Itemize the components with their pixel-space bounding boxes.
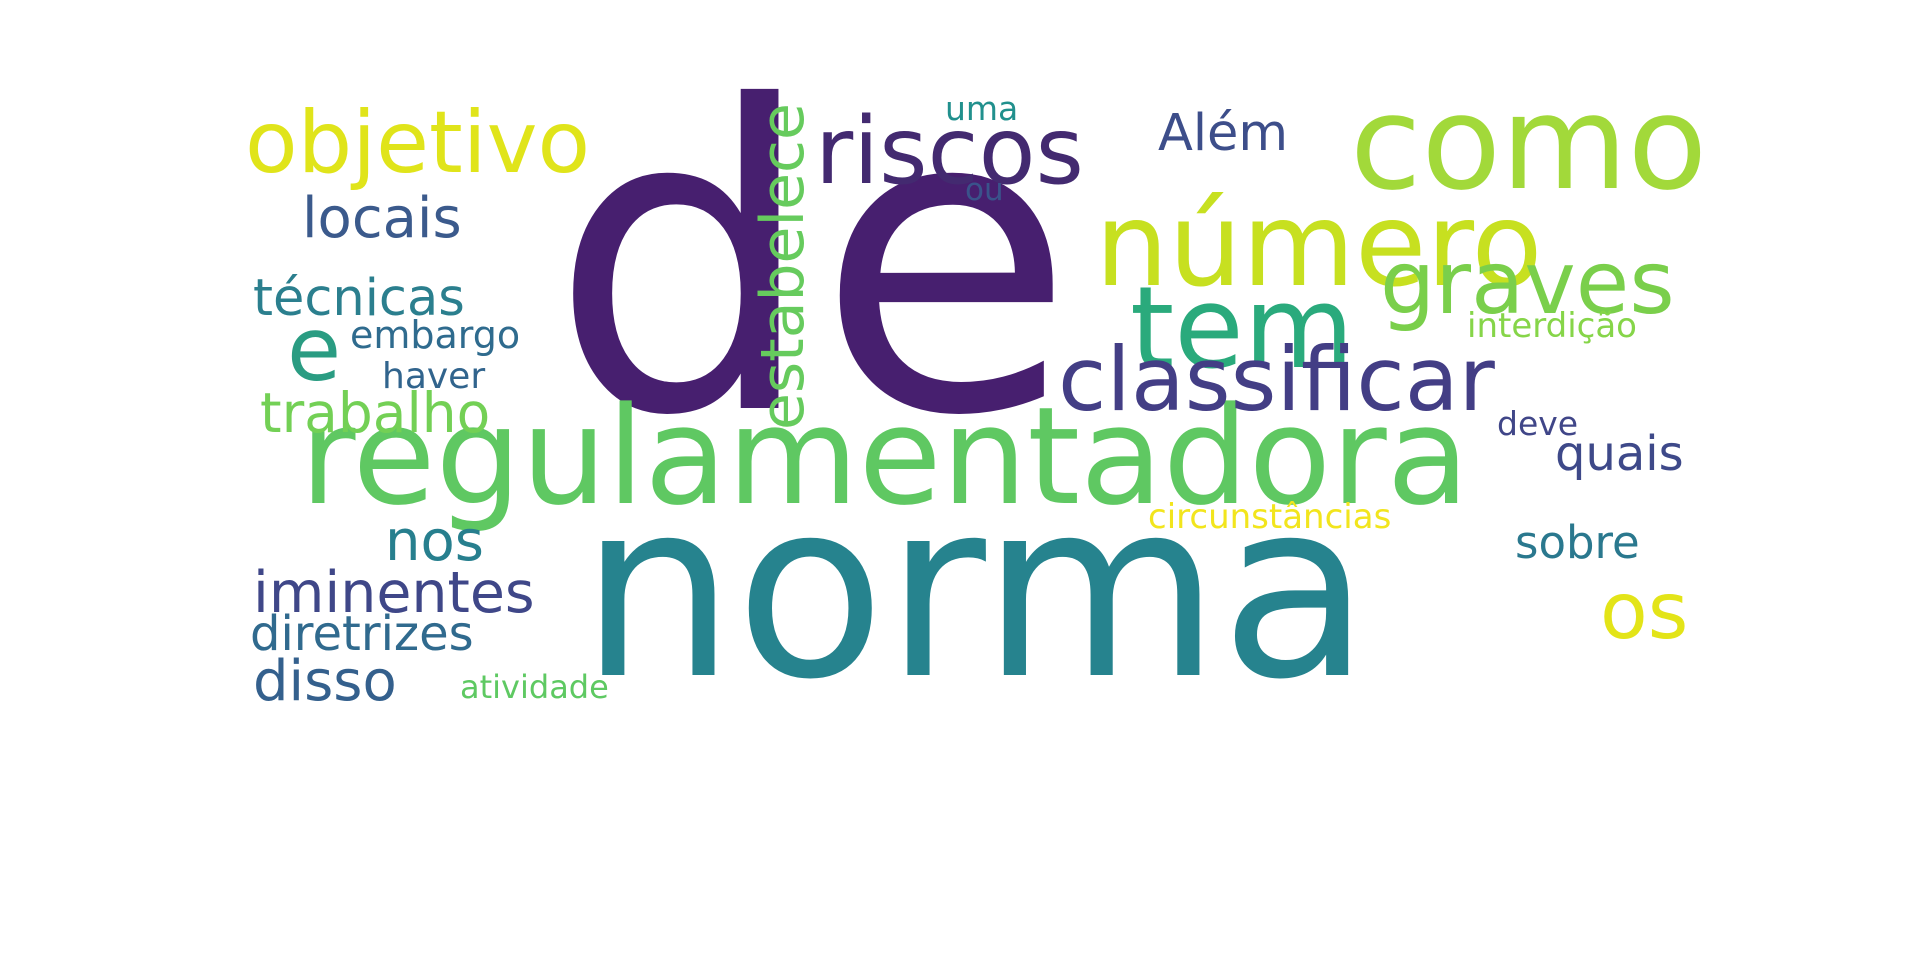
word-circunstancias: circunstâncias: [1148, 497, 1391, 537]
word-disso: disso: [253, 649, 397, 714]
word-trabalho: trabalho: [260, 381, 490, 445]
word-haver: haver: [382, 356, 485, 397]
word-riscos: riscos: [815, 97, 1084, 205]
word-locais: locais: [302, 186, 462, 251]
word-norma: norma: [580, 448, 1370, 733]
word-numero: número: [1095, 178, 1543, 313]
word-uma: uma: [945, 89, 1018, 128]
word-quais: quais: [1555, 426, 1684, 482]
word-diretrizes: diretrizes: [250, 606, 474, 662]
word-ou: ou: [965, 172, 1004, 208]
word-iminentes: iminentes: [253, 560, 535, 626]
word-regulamentadora: regulamentadora: [300, 378, 1469, 535]
word-estabelece: estabelece: [748, 103, 818, 430]
word-objetivo: objetivo: [245, 93, 590, 193]
word-e: e: [287, 298, 341, 401]
word-os: os: [1600, 567, 1688, 657]
word-graves: graves: [1380, 232, 1675, 334]
word-atividade: atividade: [460, 668, 609, 706]
word-sobre: sobre: [1515, 516, 1640, 569]
word-embargo: embargo: [350, 313, 520, 357]
word-interdicao: interdição: [1467, 306, 1637, 346]
word-alem: Além: [1158, 104, 1288, 163]
word-como: como: [1350, 67, 1707, 219]
word-nos: nos: [385, 509, 484, 574]
word-deve: deve: [1497, 404, 1578, 443]
word-classificar: classificar: [1058, 328, 1496, 431]
word-tem: tem: [1130, 262, 1354, 394]
word-tecnicas: técnicas: [253, 269, 465, 328]
word-de: de: [550, 19, 1075, 508]
